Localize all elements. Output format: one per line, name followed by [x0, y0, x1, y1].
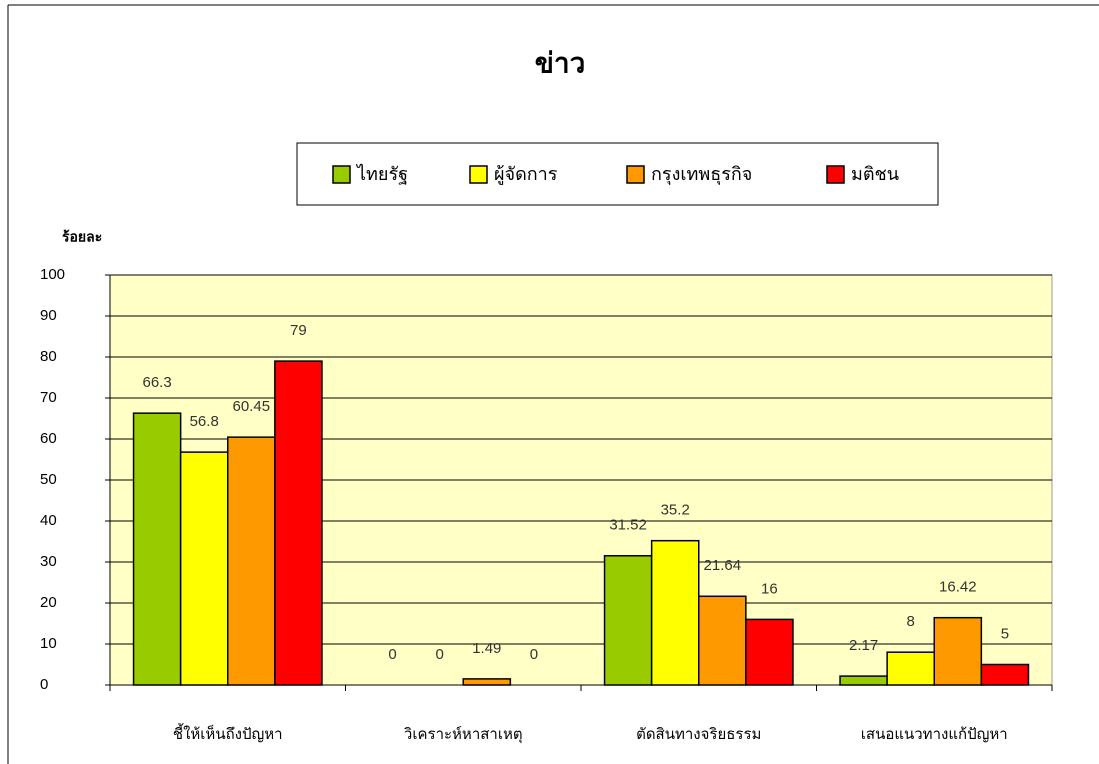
data-label: 56.8 — [190, 413, 219, 430]
data-label: 21.64 — [704, 557, 742, 574]
data-label: 0 — [388, 646, 396, 663]
legend-swatch — [469, 165, 488, 184]
y-tick-label: 40 — [40, 512, 57, 529]
x-tick-label: ชี้ให้เห็นถึงปัญหา — [173, 723, 283, 743]
data-label: 16 — [761, 580, 778, 597]
bar — [462, 678, 512, 686]
y-tick-label: 90 — [40, 307, 57, 324]
legend-label: กรุงเทพธุรกิจ — [651, 164, 752, 185]
y-tick-label: 100 — [40, 266, 65, 283]
data-label: 1.49 — [472, 640, 501, 657]
x-tick-label: ตัดสินทางจริยธรรม — [636, 726, 761, 743]
bar — [603, 555, 653, 686]
y-axis-label: ร้อยละ — [62, 229, 102, 245]
bar — [933, 616, 983, 686]
bar — [698, 595, 747, 686]
y-tick-label: 10 — [40, 635, 57, 652]
bar — [650, 539, 700, 686]
bar — [179, 451, 229, 686]
y-tick-label: 30 — [40, 553, 57, 570]
data-label: 79 — [290, 322, 307, 339]
data-label: 2.17 — [849, 637, 878, 654]
data-label: 16.42 — [939, 579, 977, 596]
bar — [980, 663, 1030, 686]
data-label: 0 — [436, 646, 444, 663]
y-tick-label: 70 — [40, 389, 57, 406]
data-label: 31.52 — [609, 517, 647, 534]
data-label: 0 — [530, 646, 538, 663]
bar — [745, 618, 794, 686]
x-tick-label: เสนอแนวทางแก้ปัญหา — [861, 726, 1008, 743]
legend-label: ไทยรัฐ — [355, 163, 408, 185]
x-tick-label: วิเคราะห์หาสาเหตุ — [403, 726, 522, 744]
y-tick-label: 80 — [40, 348, 57, 365]
chart-title: ข่าว — [535, 47, 586, 78]
data-label: 8 — [907, 613, 915, 630]
legend-swatch — [626, 165, 645, 184]
legend-swatch — [826, 165, 845, 184]
data-label: 66.3 — [142, 374, 171, 391]
y-tick-label: 50 — [40, 471, 57, 488]
data-label: 35.2 — [661, 502, 690, 519]
bar — [227, 436, 276, 686]
bar — [274, 360, 323, 686]
legend-label: มติชน — [851, 164, 899, 184]
y-tick-label: 0 — [40, 676, 48, 693]
y-tick-label: 20 — [40, 594, 57, 611]
data-label: 60.45 — [233, 398, 271, 415]
bar — [839, 675, 888, 686]
legend-label: ผู้จัดการ — [494, 164, 558, 185]
bar — [132, 412, 182, 686]
bar — [886, 651, 936, 686]
y-tick-label: 60 — [40, 430, 57, 447]
data-label: 5 — [1001, 625, 1009, 642]
legend-swatch — [332, 165, 351, 184]
